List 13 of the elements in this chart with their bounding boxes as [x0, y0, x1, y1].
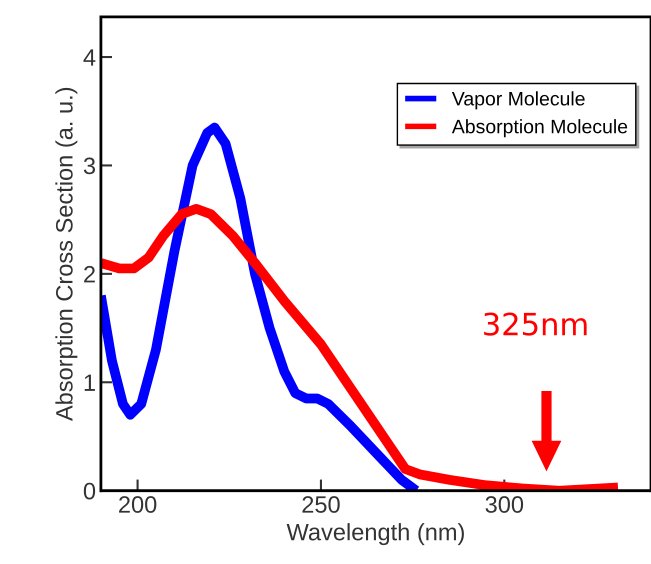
legend-label: Absorption Molecule	[452, 119, 628, 138]
y-tick-label: 0	[84, 482, 96, 500]
x-axis-title: Wavelength (nm)	[286, 523, 464, 546]
x-tick-label: 300	[486, 496, 524, 513]
y-axis-title: Absorption Cross Section (a. u.)	[55, 88, 78, 422]
y-tick-label: 3	[84, 158, 96, 174]
x-tick-label: 250	[302, 496, 340, 513]
y-tick-label: 1	[84, 374, 95, 391]
annotation: 325nm	[484, 312, 587, 336]
legend-label: Vapor Molecule	[452, 91, 585, 110]
x-tick-label: 200	[119, 496, 156, 513]
y-tick-label: 2	[84, 266, 95, 282]
y-tick-label: 4	[83, 49, 96, 66]
